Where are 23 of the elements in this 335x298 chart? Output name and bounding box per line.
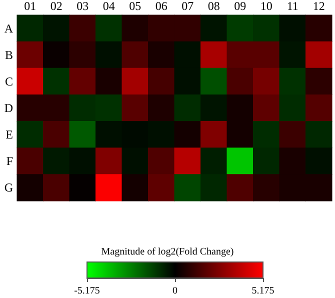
x-tick-label: 08 [208, 0, 220, 13]
x-tick-label: 02 [50, 0, 62, 13]
x-tick-label: 09 [234, 0, 246, 13]
x-tick-label: 04 [102, 0, 115, 13]
x-tick-label: 12 [312, 0, 325, 13]
color-bar-label: 0 [172, 286, 178, 296]
x-tick-label: 07 [182, 0, 194, 13]
x-tick-label: 11 [286, 0, 298, 13]
color-bar-label: 5.175 [252, 286, 274, 296]
y-tick-label: B [4, 48, 13, 62]
y-tick-label: C [4, 74, 13, 88]
color-bar-title: Magnitude of log2(Fold Change) [101, 246, 234, 258]
x-tick-label: 10 [260, 0, 272, 13]
y-tick-label: E [6, 128, 13, 142]
x-tick-label: 05 [129, 0, 142, 13]
x-tick-label: 03 [76, 0, 89, 13]
y-tick-label: A [4, 21, 14, 36]
y-tick-label: D [4, 101, 14, 115]
x-tick-label: 01 [24, 0, 36, 13]
x-tick-label: 06 [155, 0, 168, 13]
y-tick-label: G [4, 180, 14, 195]
color-bar-label: -5.175 [74, 286, 100, 296]
y-tick-label: F [6, 154, 14, 168]
